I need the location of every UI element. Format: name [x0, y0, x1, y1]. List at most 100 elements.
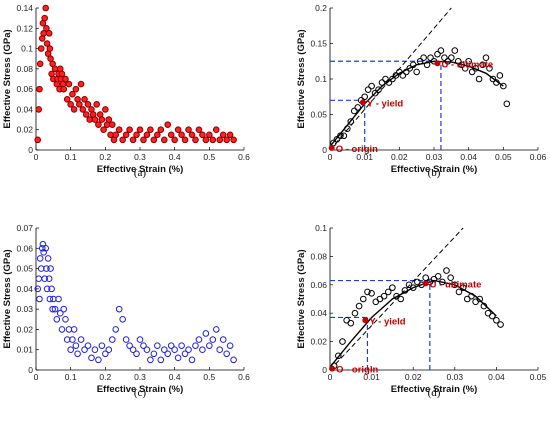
data-point: [503, 100, 511, 108]
data-point: [41, 14, 48, 22]
data-point: [41, 275, 48, 283]
data-point: [389, 75, 396, 83]
data-point: [368, 82, 375, 90]
x-tick-label: 0.01: [356, 152, 373, 162]
fit-curve: [329, 279, 497, 368]
data-point: [420, 54, 427, 62]
data-point: [150, 136, 158, 144]
y-tick-label: 0.2: [315, 3, 327, 13]
data-point: [482, 54, 490, 62]
data-point: [406, 65, 414, 72]
data-point: [230, 356, 237, 364]
data-point: [371, 89, 379, 97]
data-point: [129, 136, 137, 144]
data-point: [98, 116, 106, 123]
data-point: [489, 75, 497, 83]
data-point: [150, 350, 158, 358]
data-point: [45, 275, 53, 283]
data-point: [81, 95, 88, 103]
data-point: [136, 126, 144, 134]
data-point: [112, 326, 120, 333]
data-point: [355, 302, 363, 310]
data-point: [448, 54, 455, 62]
data-point: [81, 346, 88, 354]
data-point: [36, 255, 44, 262]
data-point: [154, 131, 161, 139]
data-point: [413, 68, 420, 76]
data-point: [206, 342, 213, 349]
data-point: [39, 240, 47, 248]
data-point: [67, 346, 74, 354]
data-point: [74, 350, 81, 358]
y-tick-label: 0.08: [16, 64, 33, 74]
x-tick-label: 0.5: [203, 152, 215, 162]
x-tick-label: 0.2: [99, 152, 111, 162]
annotation-label: O - origin: [336, 144, 378, 155]
data-point: [36, 85, 43, 93]
data-point: [488, 312, 496, 320]
data-point: [70, 106, 78, 113]
chart-panel-d: 0 0.01 0.02 0.03 0.04 0.05 0 0.02 0.04 0.06 0.08 0.…: [296, 223, 547, 399]
y-tick-label: 0.12: [16, 23, 33, 33]
data-point: [465, 57, 472, 65]
data-point: [359, 295, 367, 303]
data-point: [122, 131, 130, 139]
y-tick-label: 0: [322, 365, 327, 375]
data-point: [160, 346, 168, 354]
data-point: [178, 342, 185, 349]
data-point: [364, 86, 372, 93]
data-point: [361, 93, 368, 101]
x-tick-label: 0: [34, 152, 39, 162]
x-axis-label: Effective Strain (%): [391, 164, 478, 175]
x-tick-label: 0.03: [447, 372, 464, 382]
data-point: [55, 295, 62, 303]
x-tick-label: 0.6: [238, 372, 250, 382]
data-point: [43, 40, 51, 47]
data-point: [42, 4, 50, 12]
data-point: [223, 350, 230, 358]
annotation-marker: [329, 365, 336, 372]
data-point: [437, 47, 445, 54]
data-point: [397, 295, 405, 303]
data-point: [192, 136, 199, 144]
data-point: [56, 309, 64, 317]
data-point: [72, 85, 80, 93]
data-point: [36, 60, 44, 68]
data-point: [219, 131, 227, 139]
y-tick-label: 0.07: [16, 223, 33, 233]
data-point: [160, 136, 168, 144]
data-point: [115, 126, 123, 134]
data-point: [199, 346, 206, 354]
y-tick-label: 0.04: [310, 308, 327, 318]
x-tick-label: 0.04: [488, 372, 505, 382]
fit-curve: [329, 60, 504, 147]
data-point: [35, 275, 43, 283]
y-tick-label: 0.08: [310, 251, 327, 261]
data-point: [95, 121, 102, 128]
data-point: [447, 274, 454, 282]
data-point: [119, 136, 126, 144]
y-axis-label: Effective Stress (GPa): [2, 29, 13, 128]
data-point: [53, 315, 61, 323]
data-point: [364, 288, 371, 296]
data-point: [43, 285, 51, 293]
y-tick-label: 0.15: [310, 39, 327, 49]
data-point: [380, 292, 388, 300]
data-point: [102, 106, 109, 113]
annotation-label: Y - yield: [367, 98, 403, 109]
x-tick-label: 0.3: [134, 152, 146, 162]
data-point: [95, 356, 102, 364]
data-point: [77, 336, 85, 343]
y-tick-label: 0.01: [16, 345, 33, 355]
data-point: [443, 267, 450, 274]
data-point: [147, 126, 154, 134]
data-point: [195, 336, 203, 343]
data-point: [500, 82, 507, 90]
panel-label: (a): [134, 167, 147, 179]
data-point: [51, 305, 59, 313]
data-point: [441, 54, 448, 62]
data-point: [339, 338, 346, 345]
x-tick-label: 0.5: [203, 372, 215, 382]
data-point: [368, 290, 375, 297]
y-tick-label: 0.1: [315, 223, 327, 233]
